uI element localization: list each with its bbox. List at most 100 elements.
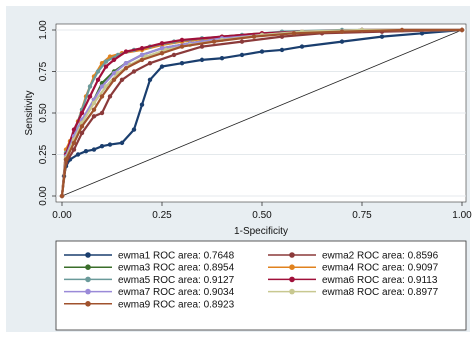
data-point xyxy=(91,107,97,112)
data-point xyxy=(419,31,425,36)
legend-item: ewma1 ROC area: 0.7648 xyxy=(64,251,235,262)
data-point xyxy=(159,64,165,69)
legend-label: ewma6 ROC area: 0.9113 xyxy=(322,275,438,286)
data-point xyxy=(251,34,257,39)
legend-label: ewma2 ROC area: 0.8596 xyxy=(322,251,439,262)
data-point xyxy=(79,130,85,136)
series-1 xyxy=(59,27,465,199)
reference-line xyxy=(61,29,463,197)
data-point xyxy=(199,57,205,63)
x-tick-label: 1.00 xyxy=(452,210,472,221)
series-layer xyxy=(59,27,465,199)
data-point xyxy=(459,27,465,33)
legend-marker xyxy=(85,264,91,271)
data-point xyxy=(123,61,129,66)
series-9 xyxy=(59,27,465,199)
data-point xyxy=(59,193,65,199)
data-point xyxy=(107,94,113,99)
legend-item: ewma7 ROC area: 0.9034 xyxy=(64,287,235,298)
axes: 0.00 0.25 0.50 0.75 1.00 0.00 0.25 0.50 0.75 1.00 xyxy=(38,20,472,221)
legend-item: ewma5 ROC area: 0.9127 xyxy=(64,275,235,286)
data-point xyxy=(103,59,109,64)
x-axis-label: 1-Specificity xyxy=(234,226,288,237)
data-point xyxy=(139,52,145,58)
legend-marker xyxy=(85,252,91,258)
legend-item: ewma8 ROC area: 0.8977 xyxy=(268,287,439,298)
legend-label: ewma3 ROC area: 0.8954 xyxy=(118,263,235,274)
data-point xyxy=(139,46,145,51)
legend-marker xyxy=(289,276,295,283)
data-point xyxy=(179,37,185,43)
y-axis-label: Sensitivity xyxy=(24,90,35,135)
data-point xyxy=(159,51,165,56)
data-point xyxy=(239,52,245,58)
data-point xyxy=(99,94,105,99)
data-point xyxy=(71,127,77,132)
data-point xyxy=(259,49,265,54)
y-tick-label: 0.25 xyxy=(38,144,49,164)
data-point xyxy=(71,147,77,152)
data-point xyxy=(99,84,105,89)
data-point xyxy=(179,61,185,66)
data-point xyxy=(119,140,125,146)
legend xyxy=(55,240,467,331)
data-point xyxy=(111,77,117,83)
data-point xyxy=(131,127,137,132)
y-tick-label: 0.00 xyxy=(38,186,49,206)
y-tick-label: 0.75 xyxy=(38,61,49,81)
data-point xyxy=(79,110,85,116)
data-point xyxy=(119,77,125,83)
data-point xyxy=(379,34,385,39)
data-point xyxy=(91,147,97,152)
data-point xyxy=(99,110,105,116)
data-point xyxy=(63,157,69,162)
diagonal-line xyxy=(61,29,463,197)
data-point xyxy=(99,144,105,149)
data-point xyxy=(79,124,85,129)
data-point xyxy=(75,152,81,157)
legend-label: ewma1 ROC area: 0.7648 xyxy=(118,251,235,262)
legend-marker xyxy=(85,288,91,295)
data-point xyxy=(111,70,117,76)
data-point xyxy=(123,49,129,54)
legend-marker xyxy=(289,252,295,258)
data-point xyxy=(279,34,285,39)
y-tick-label: 0.50 xyxy=(38,103,49,123)
data-point xyxy=(279,47,285,53)
legend-item: ewma4 ROC area: 0.9097 xyxy=(268,263,439,274)
data-point xyxy=(107,142,113,147)
legend-marker xyxy=(289,288,295,295)
data-point xyxy=(123,65,129,71)
data-point xyxy=(111,57,117,63)
legend-marker xyxy=(85,276,91,283)
x-tick-label: 0.25 xyxy=(152,210,172,221)
data-point xyxy=(219,56,225,61)
legend-item: ewma6 ROC area: 0.9113 xyxy=(268,275,438,286)
legend-label: ewma4 ROC area: 0.9097 xyxy=(322,263,439,274)
data-point xyxy=(211,39,217,44)
data-point xyxy=(103,64,109,69)
data-point xyxy=(159,46,165,51)
data-point xyxy=(95,77,101,83)
data-point xyxy=(147,61,153,66)
data-point xyxy=(71,140,77,146)
legend-label: ewma5 ROC area: 0.9127 xyxy=(118,275,235,286)
legend-items: ewma1 ROC area: 0.7648 ewma2 ROC area: 0.… xyxy=(64,251,439,310)
data-point xyxy=(139,102,145,107)
data-point xyxy=(291,31,297,36)
legend-label: ewma7 ROC area: 0.9034 xyxy=(118,287,235,298)
data-point xyxy=(87,94,93,99)
legend-marker xyxy=(85,301,91,307)
data-point xyxy=(95,69,101,74)
data-point xyxy=(87,84,93,89)
data-point xyxy=(91,114,97,119)
data-point xyxy=(159,41,165,46)
data-point xyxy=(147,77,153,83)
data-point xyxy=(91,100,97,106)
x-tick-label: 0.75 xyxy=(352,210,372,221)
y-tick-label: 1.00 xyxy=(38,20,49,40)
data-point xyxy=(171,52,177,58)
x-tick-label: 0.00 xyxy=(52,210,72,221)
